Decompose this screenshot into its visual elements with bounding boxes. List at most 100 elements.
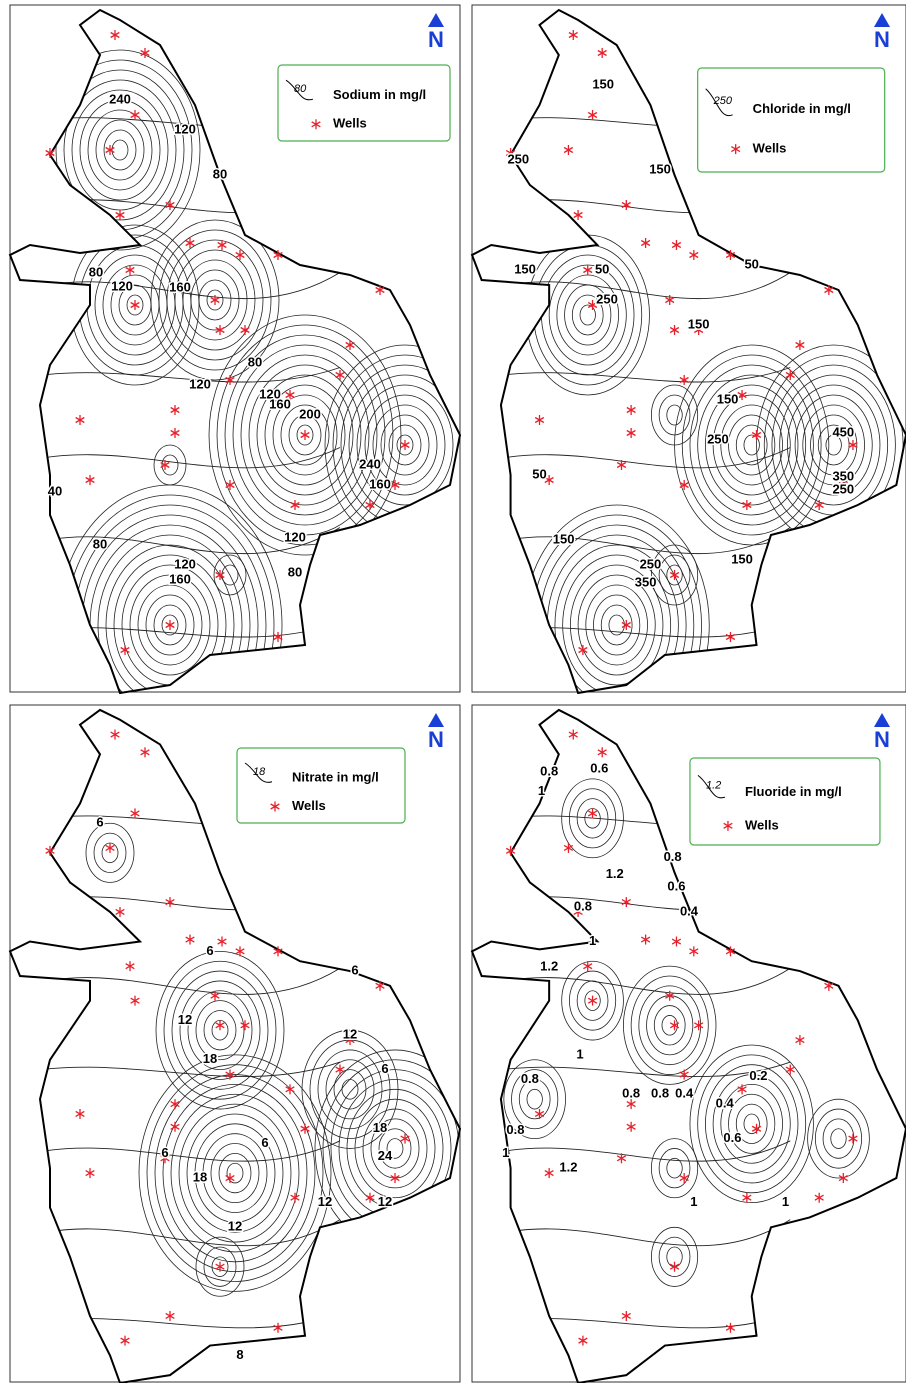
contour-label: 12 <box>318 1194 332 1209</box>
contour-label: 0.6 <box>723 1130 741 1145</box>
contour-label: 24 <box>378 1148 393 1163</box>
legend-sample: 250 <box>713 95 733 107</box>
contour-line <box>219 1153 251 1192</box>
contour-line <box>736 425 767 465</box>
contour-line <box>586 585 648 665</box>
contour-label: 1.2 <box>606 866 624 881</box>
contour-line <box>823 1119 854 1158</box>
contour-line <box>72 90 168 210</box>
contour-line <box>472 368 790 383</box>
contour-line <box>547 535 686 715</box>
legend-wells: Wells <box>292 798 326 813</box>
contour-line <box>10 193 340 213</box>
contour-line <box>713 1075 790 1174</box>
contour-label: 250 <box>640 556 662 571</box>
contour-line <box>815 1109 861 1168</box>
contour-label: 8 <box>236 1347 243 1362</box>
contour-line <box>527 1089 542 1109</box>
contours <box>10 50 485 765</box>
legend-label: Chloride in mg/l <box>753 101 851 116</box>
contour-line <box>557 275 619 355</box>
contour-label: 0.4 <box>680 903 699 918</box>
contour-label: 40 <box>48 483 62 498</box>
contour-line <box>80 100 160 200</box>
legend-label: Nitrate in mg/l <box>292 769 379 784</box>
contour-label: 150 <box>688 316 710 331</box>
contour-label: 160 <box>169 279 191 294</box>
contour-line <box>651 1139 697 1198</box>
contour-line <box>659 1148 690 1187</box>
legend-wells: Wells <box>753 141 787 156</box>
contour-label: 0.8 <box>664 849 682 864</box>
contour-label: 0.8 <box>540 763 558 778</box>
contour-label: 160 <box>169 571 191 586</box>
contour-label: 80 <box>213 166 227 181</box>
contour-label: 80 <box>248 354 262 369</box>
contour-label: 250 <box>707 431 729 446</box>
contour-label: 1 <box>690 1194 697 1209</box>
contour-label: 80 <box>89 264 103 279</box>
contour-line <box>764 355 903 535</box>
contour-label: 0.4 <box>675 1086 694 1101</box>
contour-label: 6 <box>161 1145 168 1160</box>
contour-label: 0.6 <box>590 760 608 775</box>
contour-label: 240 <box>359 456 381 471</box>
contour-label: 1.2 <box>540 959 558 974</box>
legend-label: Sodium in mg/l <box>333 87 426 102</box>
contour-label: 18 <box>203 1051 217 1066</box>
contour-label: 0.4 <box>716 1096 735 1111</box>
contour-label: 50 <box>595 261 609 276</box>
contour-label: 0.8 <box>651 1086 669 1101</box>
north-label: N <box>874 27 890 52</box>
legend: 80Sodium in mg/lWells <box>278 65 450 141</box>
contour-label: 250 <box>507 151 529 166</box>
contour-line <box>651 1227 697 1286</box>
contour-line <box>808 1099 870 1178</box>
contour-label: 0.8 <box>521 1071 539 1086</box>
contour-label: 120 <box>284 529 306 544</box>
contour-line <box>472 623 790 638</box>
contour-label: 12 <box>378 1194 392 1209</box>
contour-label: 120 <box>174 121 196 136</box>
contour-line <box>347 1089 443 1207</box>
contour-label: 350 <box>635 574 657 589</box>
contour-line <box>578 575 655 675</box>
contour-label: 1.2 <box>559 1160 577 1175</box>
legend-wells: Wells <box>745 817 779 832</box>
contour-label: 12 <box>343 1027 357 1042</box>
contour-label: 0.8 <box>622 1086 640 1101</box>
contour-line <box>667 1158 682 1178</box>
north-arrow <box>428 713 444 727</box>
contour-line <box>326 1060 374 1119</box>
contour-line <box>472 193 790 213</box>
contour-line <box>472 890 790 910</box>
contours <box>10 811 475 1328</box>
north-label: N <box>428 27 444 52</box>
contour-label: 200 <box>299 406 321 421</box>
contour-label: 50 <box>744 256 758 271</box>
contour-line <box>96 120 144 180</box>
contour-line <box>526 235 649 395</box>
contour-label: 80 <box>288 564 302 579</box>
contour-label: 6 <box>351 963 358 978</box>
contour-line <box>10 1313 340 1328</box>
contour-label: 120 <box>189 376 211 391</box>
legend: 1.2Fluoride in mg/lWells <box>690 758 880 845</box>
contour-line <box>10 1062 340 1077</box>
contour-line <box>667 405 682 425</box>
north-label: N <box>874 727 890 752</box>
contour-label: 6 <box>206 943 213 958</box>
contour-line <box>154 445 186 485</box>
contour-label: 12 <box>178 1012 192 1027</box>
contour-label: 1 <box>576 1046 583 1061</box>
contour-label: 150 <box>592 76 614 91</box>
contour-line <box>342 1079 358 1099</box>
contour-label: 250 <box>596 291 618 306</box>
figure: 8012024012080160801201201602002401604080… <box>0 0 906 1383</box>
contour-line <box>831 1129 846 1149</box>
contour-label: 150 <box>717 391 739 406</box>
contour-label: 150 <box>514 261 536 276</box>
contour-label: 120 <box>111 278 133 293</box>
north-arrow <box>874 713 890 727</box>
